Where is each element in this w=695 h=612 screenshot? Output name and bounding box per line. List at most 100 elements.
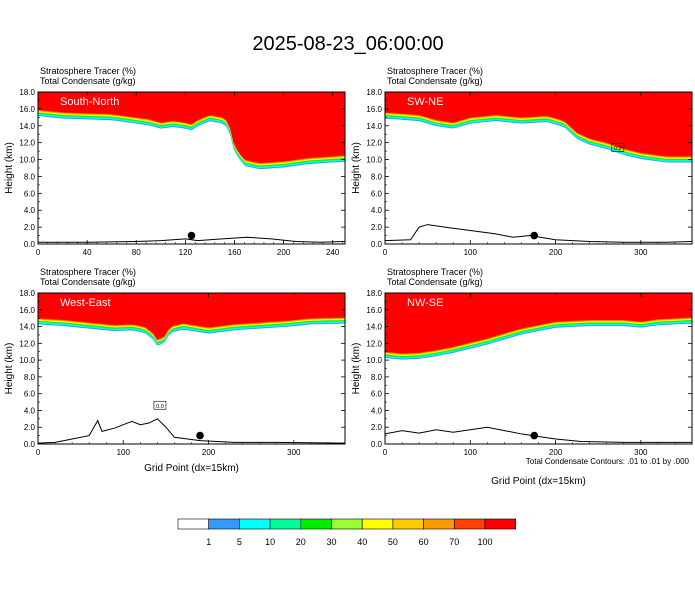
panel-label: South-North (60, 96, 119, 108)
colorbar-swatch (269, 518, 302, 530)
terrain-line (38, 236, 345, 243)
colorbar-label: 40 (357, 537, 367, 547)
y-tick-label: 0.0 (24, 440, 36, 449)
y-tick-label: 2.0 (24, 223, 36, 232)
colorbar-label: 100 (477, 537, 492, 547)
colorbar-swatch (177, 518, 210, 530)
y-tick-label: 18.0 (19, 289, 35, 298)
panel-title-line: Stratosphere Tracer (%) (387, 267, 483, 277)
panel-title-line: Total Condensate (g/kg) (387, 277, 483, 287)
x-tick-label: 40 (83, 248, 92, 257)
colorbar-swatch (300, 518, 332, 530)
y-tick-label: 12.0 (366, 339, 382, 348)
x-tick-label: 300 (634, 448, 648, 457)
x-tick-label: 300 (287, 448, 301, 457)
figure-title: 2025-08-23_06:00:00 (252, 33, 443, 55)
tracer-band-0 (385, 293, 692, 354)
colorbar-label: 20 (296, 537, 306, 547)
y-tick-label: 14.0 (19, 122, 35, 131)
location-marker (196, 431, 204, 440)
y-tick-label: 16.0 (366, 105, 382, 114)
colorbar-label: 30 (326, 537, 336, 547)
colorbar-swatch (361, 518, 394, 530)
location-marker (530, 431, 539, 440)
terrain-line (385, 426, 692, 443)
x-axis-label: Grid Point (dx=15km) (144, 463, 239, 474)
y-tick-label: 0.0 (371, 440, 383, 449)
contour-label: 0.0 (614, 146, 622, 152)
panel-title-line: Stratosphere Tracer (%) (40, 66, 136, 76)
y-tick-label: 14.0 (366, 323, 382, 332)
x-tick-label: 0 (383, 448, 388, 457)
y-axis-label: Height (km) (351, 343, 362, 395)
x-tick-label: 100 (464, 448, 478, 457)
panel-2: 0.0 SW-NE Stratosphere Tracer (%)Total Con… (351, 66, 693, 257)
colorbar-swatch (484, 518, 517, 530)
contour-label-box (153, 400, 167, 410)
plot-content: 0.0 (385, 92, 692, 243)
y-tick-label: 12.0 (19, 339, 35, 348)
contour-footnote: Total Condensate Contours: .01 to .01 by… (526, 457, 690, 466)
y-tick-label: 4.0 (24, 406, 36, 415)
colorbar-label: 1 (206, 537, 211, 547)
colorbar-label: 10 (265, 537, 275, 547)
colorbar-swatch (392, 518, 424, 530)
plot-content: 0.0 (38, 293, 345, 444)
y-tick-label: 10.0 (19, 156, 35, 165)
y-tick-label: 16.0 (366, 306, 382, 315)
y-axis-label: Height (km) (351, 142, 362, 194)
y-tick-label: 12.0 (19, 139, 35, 148)
y-tick-label: 6.0 (24, 189, 36, 198)
y-tick-label: 8.0 (24, 373, 36, 382)
colorbar-swatch (208, 518, 240, 530)
y-tick-label: 12.0 (366, 139, 382, 148)
panel-title-line: Stratosphere Tracer (%) (387, 66, 483, 76)
y-tick-label: 10.0 (19, 356, 35, 365)
x-tick-label: 240 (326, 248, 340, 257)
colorbar-swatch (453, 518, 486, 530)
x-tick-label: 300 (634, 248, 648, 257)
panel-title-line: Stratosphere Tracer (%) (40, 267, 136, 277)
colorbar-swatch (423, 518, 455, 530)
y-tick-label: 14.0 (19, 323, 35, 332)
x-tick-label: 0 (36, 248, 41, 257)
x-tick-label: 0 (36, 448, 41, 457)
y-tick-label: 18.0 (19, 88, 35, 97)
x-tick-label: 200 (277, 248, 291, 257)
panel-3: 0.0 West-East Stratosphere Tracer (%)Total… (4, 267, 346, 474)
y-tick-label: 6.0 (24, 390, 36, 399)
colorbar-label: 70 (449, 537, 459, 547)
y-tick-label: 10.0 (366, 356, 382, 365)
x-tick-label: 200 (549, 248, 563, 257)
y-tick-label: 18.0 (366, 88, 382, 97)
x-tick-label: 80 (132, 248, 141, 257)
x-tick-label: 100 (464, 248, 478, 257)
y-tick-label: 16.0 (19, 306, 35, 315)
location-marker (187, 231, 196, 240)
colorbar-label: 50 (388, 537, 398, 547)
panel-label: NW-SE (407, 297, 443, 309)
location-marker (530, 231, 539, 240)
colorbar-label: 60 (419, 537, 429, 547)
contour-label-box (611, 143, 625, 152)
y-axis-label: Height (km) (4, 343, 15, 395)
colorbar-swatch (331, 518, 363, 530)
tracer-band-0 (38, 293, 345, 340)
panel-title-line: Total Condensate (g/kg) (40, 76, 136, 86)
x-tick-label: 200 (202, 448, 216, 457)
y-tick-label: 14.0 (366, 122, 382, 131)
y-tick-label: 4.0 (24, 206, 36, 215)
panel-title-line: Total Condensate (g/kg) (40, 277, 136, 287)
terrain-line (385, 224, 692, 243)
y-tick-label: 10.0 (366, 156, 382, 165)
y-tick-label: 18.0 (366, 289, 382, 298)
terrain-line (38, 418, 345, 444)
panel-label: SW-NE (407, 96, 443, 108)
x-tick-label: 0 (383, 248, 388, 257)
colorbar: 1 5 10 20 30 40 50 60 70 100 (177, 518, 517, 547)
y-tick-label: 6.0 (371, 390, 383, 399)
y-tick-label: 6.0 (371, 189, 383, 198)
y-tick-label: 8.0 (371, 172, 383, 181)
